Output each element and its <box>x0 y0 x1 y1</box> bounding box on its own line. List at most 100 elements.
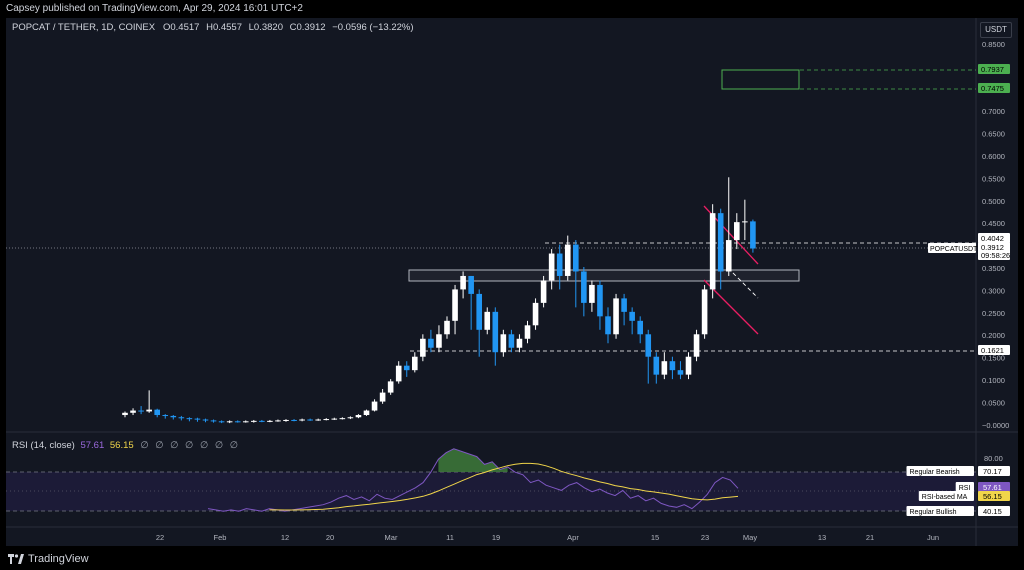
price-tick: 0.0500 <box>982 398 1005 407</box>
rsi-tag-bg <box>955 482 974 492</box>
time-tick: Apr <box>567 533 579 542</box>
candle-body <box>750 221 756 249</box>
candle-body <box>218 421 225 423</box>
price-tick: 0.2500 <box>982 309 1005 318</box>
candle-body <box>653 356 660 375</box>
rsi-ma-line <box>269 462 739 511</box>
candle-body <box>709 213 716 290</box>
candle-body <box>178 417 185 419</box>
rsi-tick: 80.00 <box>984 454 1003 463</box>
candle-body <box>484 311 491 330</box>
candle-body <box>661 361 668 375</box>
price-label-bg <box>978 242 1010 252</box>
price-label-bg <box>978 83 1010 93</box>
price-label: 0.7475 <box>981 84 1004 93</box>
price-tick: 0.7000 <box>982 107 1005 116</box>
rsi-tag-bg <box>906 506 974 516</box>
candle-body <box>299 419 305 421</box>
candle-body <box>589 284 595 303</box>
time-tick: 19 <box>492 533 500 542</box>
candle-body <box>444 320 450 335</box>
candle-body <box>315 419 321 421</box>
symbol-tag-bg <box>928 243 976 253</box>
time-tick: 20 <box>326 533 334 542</box>
price-tick: 0.6500 <box>982 130 1005 139</box>
candle-body <box>669 361 676 371</box>
candle-body <box>291 419 297 421</box>
candle-body <box>476 293 482 330</box>
candle-body <box>130 410 136 413</box>
candle-body <box>371 401 378 411</box>
candle-body <box>323 419 330 421</box>
candle-body <box>307 419 313 421</box>
candle-body <box>210 420 217 422</box>
candle-body <box>339 418 346 420</box>
candle-body <box>524 325 531 339</box>
price-tick: 0.3000 <box>982 286 1005 295</box>
rsi-value-bg <box>978 506 1010 516</box>
candle-body <box>412 356 418 371</box>
candle-body <box>637 320 643 335</box>
rsi-line <box>207 448 739 512</box>
candle-body <box>186 418 193 420</box>
candle-body <box>605 316 611 335</box>
rsi-overbought-fill <box>438 448 508 472</box>
candle-body <box>556 253 563 276</box>
candle-body <box>267 420 273 422</box>
time-tick: 22 <box>156 533 164 542</box>
rsi-value-label: 56.15 <box>983 492 1002 501</box>
time-tick: 13 <box>818 533 826 542</box>
candle-body <box>138 410 144 412</box>
candle-body <box>275 420 281 422</box>
candle-body <box>428 338 434 348</box>
price-tick: 0.4500 <box>982 219 1005 228</box>
symbol-tag: POPCATUSDT <box>930 246 978 253</box>
symbol-legend[interactable]: POPCAT / TETHER, 1D, COINEX O0.4517 H0.4… <box>12 22 414 33</box>
candle-body <box>516 338 523 348</box>
rsi-value-label: 40.15 <box>983 507 1002 516</box>
candle-body <box>725 240 732 272</box>
price-tick: 0.6000 <box>982 152 1005 161</box>
candle-body <box>717 213 724 272</box>
candle-body <box>436 334 442 348</box>
candle-body <box>621 298 627 312</box>
chart-frame[interactable] <box>6 18 1018 546</box>
rsi-value-bg <box>978 466 1010 476</box>
candle-body <box>701 289 708 335</box>
ohlc-change: −0.0596 (−13.22%) <box>332 22 414 33</box>
symbol-name[interactable]: POPCAT / TETHER, 1D, COINEX <box>12 22 156 33</box>
candle-body <box>331 418 338 420</box>
candle-body <box>685 356 692 375</box>
candle-body <box>677 370 684 375</box>
candle-body <box>347 417 354 419</box>
candle-body <box>613 298 619 335</box>
price-label: 09:58:26 <box>981 251 1010 260</box>
candle-body <box>540 280 547 303</box>
price-label-bg <box>978 250 1010 260</box>
time-tick: 21 <box>866 533 874 542</box>
rsi-legend[interactable]: RSI (14, close) 57.61 56.15 ∅ ∅ ∅ ∅ ∅ ∅ … <box>12 440 240 451</box>
ohlc-low: L0.3820 <box>248 22 283 33</box>
price-tick: 0.2000 <box>982 331 1005 340</box>
candle-body <box>693 334 700 357</box>
rsi-tag-label: Regular Bullish <box>910 509 957 516</box>
time-tick: Mar <box>385 533 398 542</box>
price-tick: 0.1500 <box>982 354 1005 363</box>
candle-body <box>573 244 579 272</box>
currency-button[interactable]: USDT <box>980 22 1012 38</box>
rsi-hidden-values: ∅ ∅ ∅ ∅ ∅ ∅ ∅ <box>140 440 241 451</box>
tradingview-logo[interactable]: TradingView <box>8 553 89 565</box>
rsi-tag-bg <box>906 466 974 476</box>
time-tick: Feb <box>214 533 227 542</box>
candle-body <box>420 338 426 357</box>
rsi-value-label: 70.17 <box>983 467 1002 476</box>
candle-body <box>146 409 152 412</box>
rsi-title[interactable]: RSI (14, close) <box>12 440 75 451</box>
candle-body <box>645 334 652 357</box>
candle-body <box>226 421 233 423</box>
candle-body <box>548 253 555 281</box>
tradingview-brand: TradingView <box>28 553 89 565</box>
candle-body <box>468 275 474 294</box>
candle-body <box>508 334 515 348</box>
